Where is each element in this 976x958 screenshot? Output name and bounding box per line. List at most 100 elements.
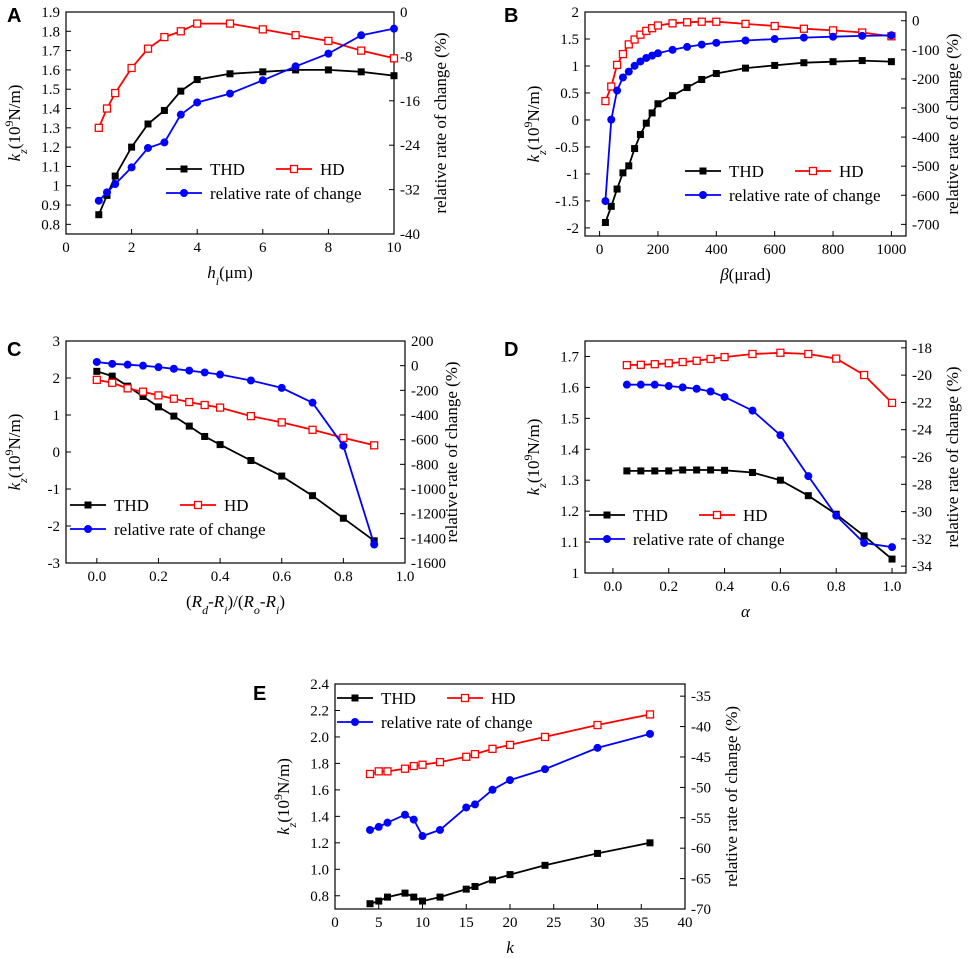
data-point-thd xyxy=(419,897,426,905)
y2-tick-label: -30 xyxy=(912,505,932,521)
data-point-rate xyxy=(858,31,867,40)
legend-label-hd: HD xyxy=(839,162,864,181)
data-point-hd xyxy=(692,356,701,365)
x-tick-label: 8 xyxy=(325,240,333,256)
y2-tick-label: -28 xyxy=(912,477,932,493)
data-point-thd xyxy=(721,466,729,474)
panel-label: E xyxy=(253,683,266,705)
data-point-hd xyxy=(664,359,673,368)
data-point-thd xyxy=(93,367,101,375)
y-tick-label: 0.9 xyxy=(41,198,60,214)
data-point-hd xyxy=(277,418,286,427)
data-point-hd xyxy=(185,397,194,407)
y2-axis-label: relative rate of change (%) xyxy=(943,366,962,547)
x-tick-label: 800 xyxy=(822,242,845,258)
x-tick-label: 200 xyxy=(647,242,670,258)
data-point-hd xyxy=(612,60,622,70)
x-tick-label: 4 xyxy=(193,240,201,256)
x-axis-label: k xyxy=(506,938,514,957)
y-axis-label: kz(109N/m) xyxy=(2,414,30,491)
panel-e: E 0 5 10 15 20 25 30 35 40 0.8 1.0 1.2 1.4 1.6 1.8 2.0 2.… xyxy=(253,677,741,957)
x-tick-label: 0.8 xyxy=(827,579,846,595)
data-point-rate xyxy=(804,472,813,481)
legend-marker-rate xyxy=(603,535,611,543)
data-point-rate xyxy=(324,49,333,58)
data-point-hd xyxy=(741,19,750,29)
legend-label-rate: relative rate of change xyxy=(381,713,533,732)
legend-marker-hd xyxy=(808,166,818,176)
data-point-thd xyxy=(800,59,808,67)
data-point-thd xyxy=(669,92,677,100)
data-point-rate xyxy=(291,62,300,71)
data-point-hd xyxy=(370,441,379,450)
data-point-thd xyxy=(887,58,895,66)
panel-label: C xyxy=(7,339,21,361)
y2-tick-label: -1000 xyxy=(411,482,446,498)
data-point-thd xyxy=(185,422,193,430)
y-tick-label: 1.3 xyxy=(41,121,60,137)
y-tick-label: 1.8 xyxy=(310,756,329,772)
y-axis-label: kz(109N/m) xyxy=(2,85,30,162)
data-point-rate xyxy=(390,24,398,33)
y2-tick-label: -1600 xyxy=(411,556,446,572)
y2-tick-label: -1200 xyxy=(411,507,446,523)
data-point-rate xyxy=(339,441,348,450)
data-point-rate xyxy=(216,370,225,379)
series-line-hd xyxy=(97,22,395,129)
y2-tick-label: 0 xyxy=(912,14,920,30)
data-point-rate xyxy=(176,110,185,119)
x-tick-label: 2 xyxy=(128,240,136,256)
panel-a: A 0 2 4 6 8 10 0.8 0.9 1 1.1 1.2 1.3 1.4 1.5 1.6 1.7 1.8 1… xyxy=(2,5,450,288)
y-tick-label: 1.7 xyxy=(560,349,579,365)
data-point-rate xyxy=(193,98,202,107)
legend: THD HD relative rate of change xyxy=(166,160,362,203)
y-tick-label: 1 xyxy=(572,59,580,75)
y-tick-label: 2.2 xyxy=(310,703,329,719)
data-point-thd xyxy=(259,68,267,76)
data-point-thd xyxy=(160,106,168,114)
panel-d: D 0.0 0.2 0.4 0.6 0.8 1.0 1 1.1 1.2 1.3 1.4 1.5 1.6 1.… xyxy=(504,339,962,621)
data-point-rate xyxy=(127,163,136,172)
x-tick-label: 15 xyxy=(459,915,474,931)
data-point-thd xyxy=(390,72,398,80)
data-point-rate xyxy=(653,49,662,58)
data-point-thd xyxy=(804,492,812,500)
data-point-hd xyxy=(400,764,410,773)
y-tick-label: 0 xyxy=(53,445,61,461)
y-tick-label: -1 xyxy=(567,167,580,183)
x-tick-label: 0.4 xyxy=(211,569,230,585)
data-point-hd xyxy=(887,398,897,408)
data-point-rate xyxy=(258,76,267,85)
x-tick-label: 0 xyxy=(596,242,604,258)
x-tick-label: 400 xyxy=(705,242,728,258)
legend-marker-thd xyxy=(84,501,92,509)
y2-tick-label: -16 xyxy=(400,94,420,110)
data-point-thd xyxy=(888,555,896,563)
data-point-hd xyxy=(389,54,399,63)
data-point-hd xyxy=(653,21,663,30)
y2-tick-label: -20 xyxy=(912,368,932,384)
legend-label-thd: THD xyxy=(210,160,245,179)
data-point-rate xyxy=(618,73,627,82)
data-point-hd xyxy=(678,357,687,367)
y2-tick-label: -32 xyxy=(400,183,420,199)
y2-tick-label: -200 xyxy=(411,383,439,399)
panel-b: B 0 200 400 600 800 1000 -2 -1.5 -1 -0.5 0 0.5 1 1.5 2 -… xyxy=(504,5,962,284)
y2-tick-label: -600 xyxy=(411,433,439,449)
legend-marker-rate xyxy=(699,191,707,199)
x-axis-label: β(μrad) xyxy=(719,265,771,284)
data-point-thd xyxy=(860,532,868,540)
data-point-thd xyxy=(339,514,347,522)
data-point-rate xyxy=(770,35,779,44)
data-point-thd xyxy=(776,476,784,484)
data-point-hd xyxy=(770,21,779,31)
data-point-rate xyxy=(860,538,869,547)
data-point-hd xyxy=(622,360,632,370)
data-point-hd xyxy=(607,82,616,91)
y2-tick-label: -200 xyxy=(912,72,940,88)
data-point-thd xyxy=(771,61,779,69)
y-tick-label: 1.7 xyxy=(41,44,60,60)
y2-tick-label: -32 xyxy=(912,532,932,548)
data-point-thd xyxy=(177,87,185,95)
data-point-rate xyxy=(601,197,610,206)
